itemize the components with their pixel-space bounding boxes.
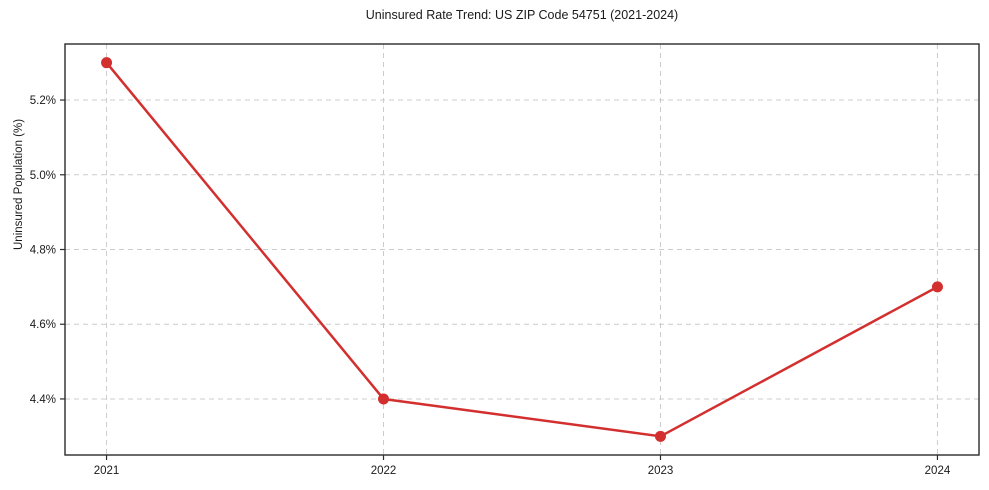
x-tick-label: 2021 (94, 465, 120, 477)
x-tick-label: 2023 (648, 465, 674, 477)
y-tick-label: 4.6% (30, 319, 56, 331)
y-tick-label: 4.8% (30, 245, 56, 257)
data-point (101, 57, 113, 69)
x-tick-label: 2024 (925, 465, 951, 477)
y-tick-label: 4.4% (30, 394, 56, 406)
data-point (378, 393, 390, 405)
chart-title: Uninsured Rate Trend: US ZIP Code 54751 … (365, 8, 679, 22)
y-tick-label: 5.2% (30, 95, 56, 107)
data-point (654, 430, 666, 442)
trend-line (105, 61, 939, 438)
x-tick-label: 2022 (371, 465, 397, 477)
y-tick-label: 5.0% (30, 170, 56, 182)
data-point (931, 281, 943, 293)
